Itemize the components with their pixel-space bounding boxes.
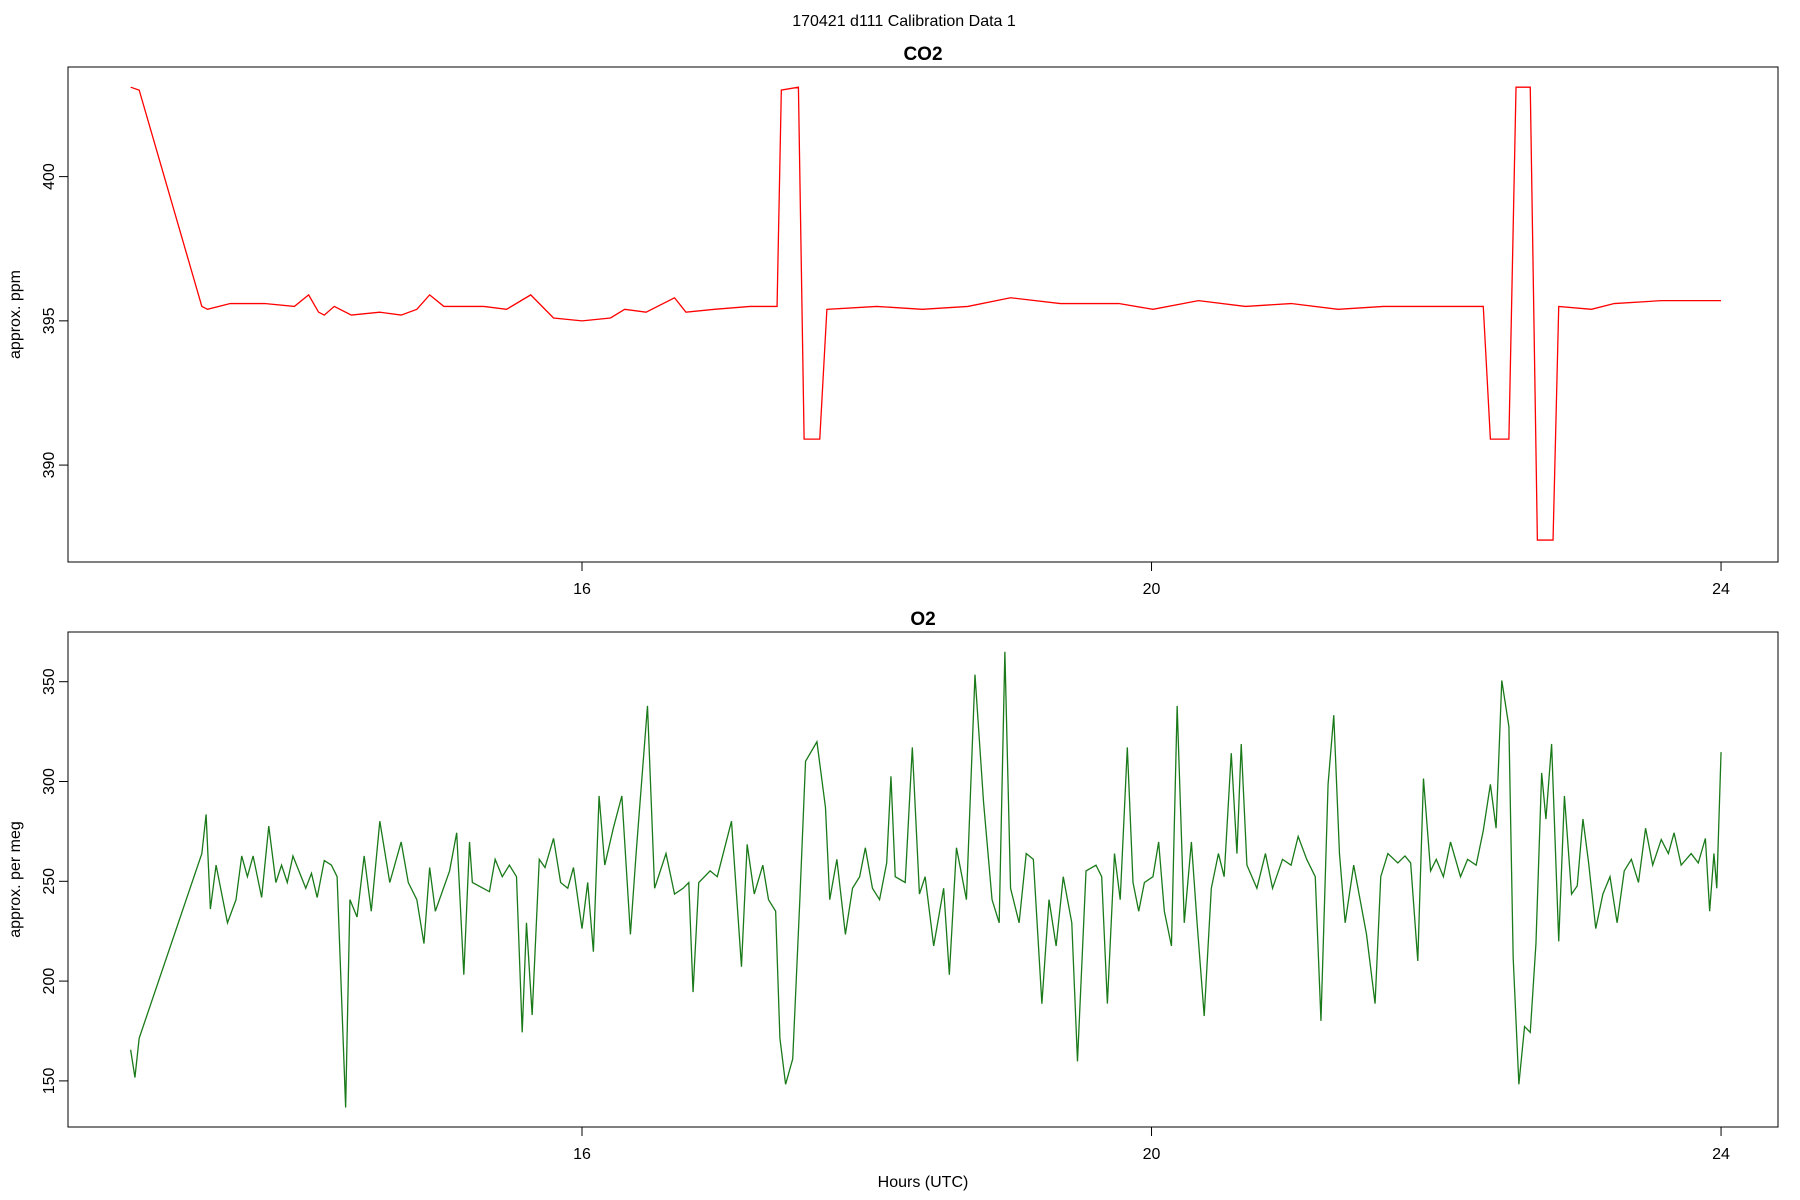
- x-tick-label: 20: [1143, 1146, 1161, 1163]
- y-tick-label: 250: [41, 868, 58, 895]
- x-tick-label: 24: [1712, 581, 1730, 598]
- y-tick-label: 400: [41, 163, 58, 190]
- x-axis-label: Hours (UTC): [878, 1174, 969, 1191]
- data-line: [130, 651, 1722, 1108]
- y-axis-label: approx. per meg: [7, 821, 24, 938]
- x-tick-label: 20: [1143, 581, 1161, 598]
- data-line: [130, 86, 1722, 541]
- y-tick-label: 395: [41, 307, 58, 334]
- y-tick-label: 150: [41, 1067, 58, 1094]
- y-tick-label: 300: [41, 768, 58, 795]
- x-tick-label: 16: [573, 1146, 591, 1163]
- figure-title: 170421 d111 Calibration Data 1: [792, 13, 1016, 30]
- y-tick-label: 390: [41, 452, 58, 479]
- x-tick-label: 16: [573, 581, 591, 598]
- chart-title: CO2: [903, 44, 942, 65]
- y-axis-label: approx. ppm: [7, 270, 24, 359]
- x-tick-label: 24: [1712, 1146, 1730, 1163]
- y-tick-label: 200: [41, 968, 58, 995]
- y-tick-label: 350: [41, 668, 58, 695]
- chart-title: O2: [910, 609, 935, 630]
